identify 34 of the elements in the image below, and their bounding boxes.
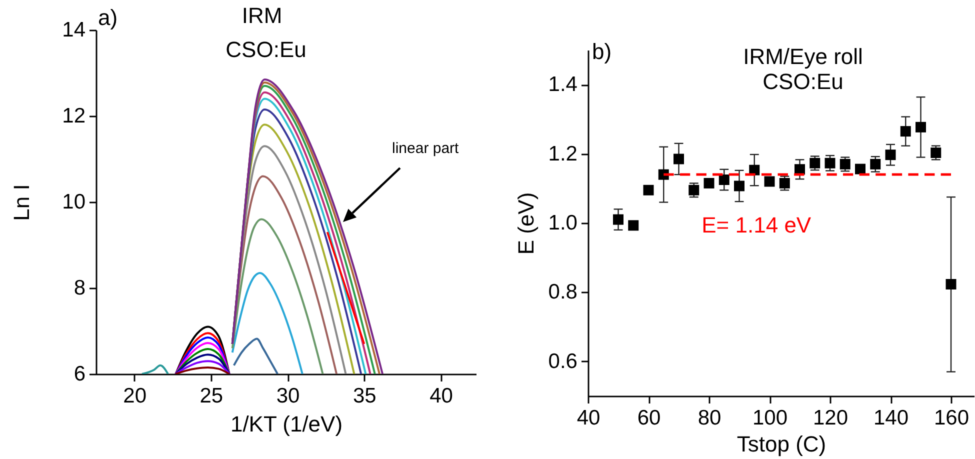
y-tick-label: 1.4 (548, 73, 578, 96)
y-tick-label: 1.0 (548, 212, 578, 234)
y-tick-label: 14 (62, 18, 86, 42)
x-tick-label: 25 (200, 384, 224, 408)
x-tick-label: 100 (752, 406, 788, 430)
y-tick-label: 12 (62, 104, 86, 128)
x-tick-label: 120 (812, 406, 848, 430)
x-tick-label: 20 (123, 384, 146, 408)
y-tick-label: 0.8 (548, 280, 578, 304)
x-tick-label: 35 (352, 384, 376, 408)
y-tick-label: 1.2 (548, 142, 578, 166)
x-tick-label: 40 (430, 384, 453, 408)
chart-title: IRM (242, 3, 282, 28)
annotation: b) (592, 39, 612, 64)
x-tick-label: 140 (873, 406, 909, 430)
text: CSO:Eu (762, 69, 844, 94)
text: a) (98, 5, 118, 30)
x-tick-label: 60 (637, 406, 661, 430)
annotation: linear part (392, 140, 460, 157)
y-axis-title: Ln I (9, 184, 34, 221)
y-tick-label: 0.6 (548, 350, 578, 373)
x-tick-label: 80 (698, 406, 722, 430)
series-label: E= 1.14 eV (702, 212, 812, 238)
chart-title: IRM/Eye roll (743, 44, 863, 69)
y-tick-label: 10 (62, 190, 86, 214)
x-axis-title: 1/KT (1/eV) (230, 412, 343, 436)
x-tick-label: 30 (276, 384, 300, 408)
y-axis-title: E (eV) (513, 192, 538, 255)
x-tick-label: 40 (576, 406, 600, 430)
chart-subtitle: CSO:Eu (226, 37, 306, 62)
y-tick-label: 8 (74, 276, 86, 300)
y-tick-label: 6 (74, 362, 86, 386)
x-axis-title: Tstop (C) (736, 432, 826, 456)
x-tick-label: 160 (934, 406, 970, 430)
